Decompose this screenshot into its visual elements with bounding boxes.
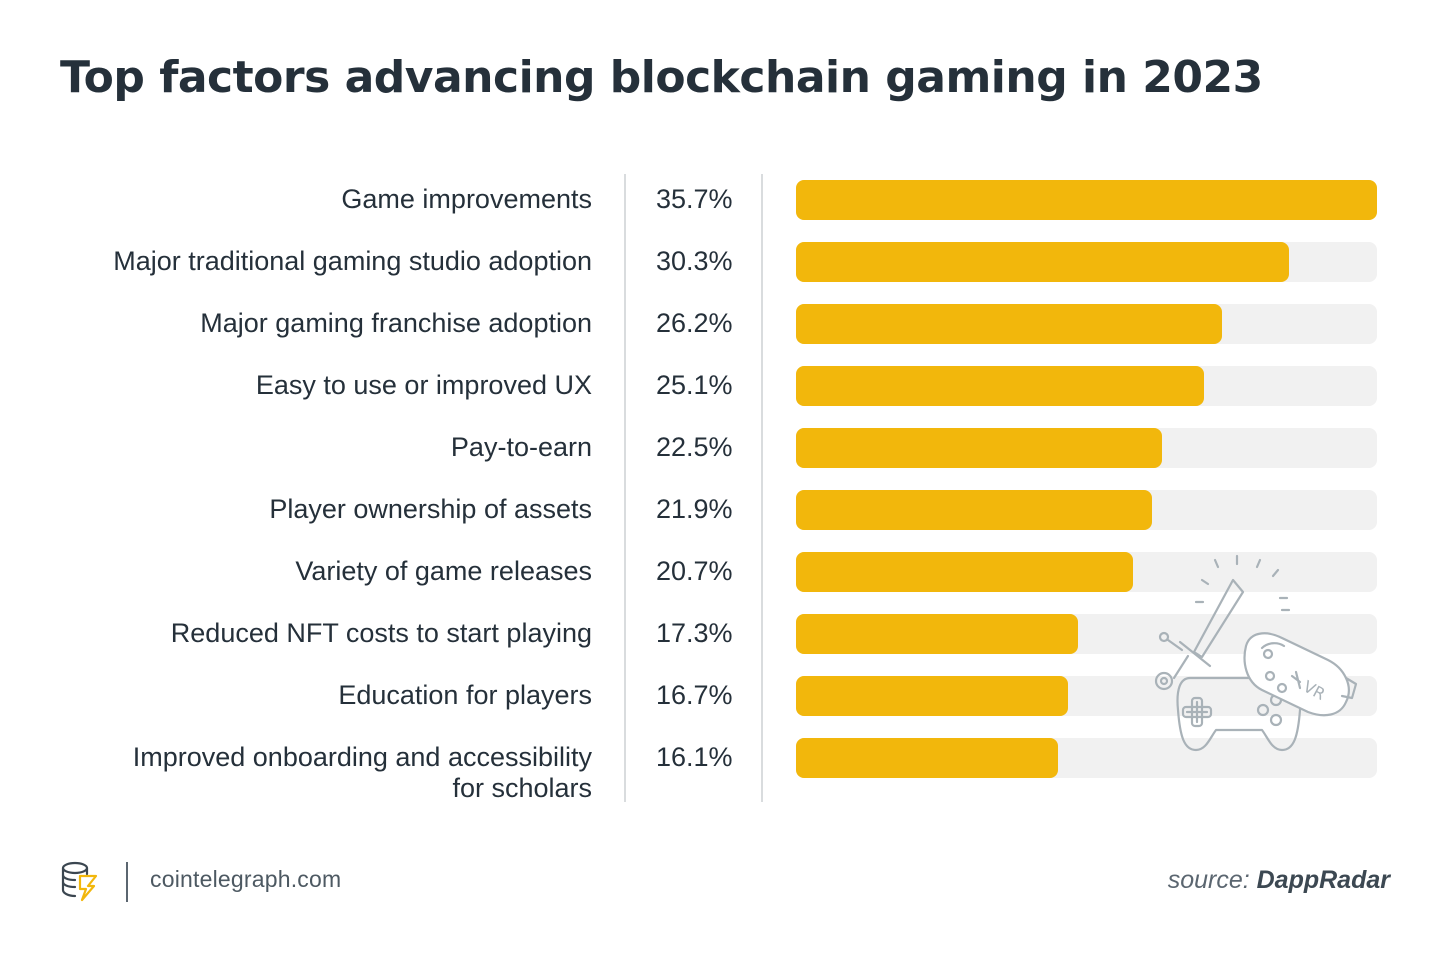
bar-label: Education for players <box>32 680 592 711</box>
bar-label-line: Easy to use or improved UX <box>255 370 592 400</box>
cointelegraph-logo-icon <box>58 860 102 907</box>
bar <box>796 180 1377 220</box>
bar-value-label: 22.5% <box>656 432 733 462</box>
bar <box>796 366 1205 406</box>
bar-label-line: Pay-to-earn <box>450 432 592 462</box>
bar-value-label: 20.7% <box>656 556 733 586</box>
bar <box>796 552 1133 592</box>
bar-label-line: Major traditional gaming studio adoption <box>113 246 592 276</box>
bar <box>796 676 1068 716</box>
bar-value-label: 16.7% <box>656 680 733 710</box>
bar <box>796 304 1223 344</box>
bar-track <box>796 738 1377 778</box>
bar <box>796 242 1290 282</box>
bar-value-label: 25.1% <box>656 370 733 400</box>
bar-value-label: 26.2% <box>656 308 733 338</box>
bar-track <box>796 366 1377 406</box>
bar-label-line: Player ownership of assets <box>269 494 592 524</box>
bar-track <box>796 242 1377 282</box>
bar-label: Player ownership of assets <box>32 494 592 525</box>
bar-label-line: Education for players <box>338 680 592 710</box>
bar-label: Reduced NFT costs to start playing <box>32 618 592 649</box>
site-link[interactable]: cointelegraph.com <box>150 866 342 892</box>
bar-value-label: 16.1% <box>656 742 733 772</box>
bar <box>796 614 1078 654</box>
chart-title: Top factors advancing blockchain gaming … <box>60 52 1263 103</box>
bar-value-label: 17.3% <box>656 618 733 648</box>
bar <box>796 490 1153 530</box>
bar-track <box>796 490 1377 530</box>
vr-controller-sword-icon: VR <box>1150 550 1365 770</box>
bar <box>796 738 1059 778</box>
bar-value-label: 35.7% <box>656 184 733 214</box>
bar-label-line: Variety of game releases <box>295 556 592 586</box>
bar-label-line: Reduced NFT costs to start playing <box>170 618 592 648</box>
bar-label: Improved onboarding and accessibility for… <box>32 742 592 804</box>
bar-label-line: for scholars <box>452 773 592 803</box>
source-prefix: source: <box>1167 866 1250 894</box>
bar-label: Pay-to-earn <box>32 432 592 463</box>
source-name: DappRadar <box>1256 866 1390 894</box>
bar-label: Major gaming franchise adoption <box>32 308 592 339</box>
bar-label: Variety of game releases <box>32 556 592 587</box>
bar-label: Game improvements <box>32 184 592 215</box>
bar-label-line: Game improvements <box>341 184 592 214</box>
footer-separator <box>126 862 128 902</box>
bar <box>796 428 1163 468</box>
bar-track <box>796 180 1377 220</box>
bar-label-line: Improved onboarding and accessibility <box>132 742 592 772</box>
bar-label-line: Major gaming franchise adoption <box>200 308 592 338</box>
bar-track <box>796 428 1377 468</box>
value-divider <box>761 174 763 802</box>
bar-label: Major traditional gaming studio adoption <box>32 246 592 277</box>
bar-track <box>796 552 1377 592</box>
source-credit: source: DappRadar <box>1168 866 1390 895</box>
bar-track <box>796 304 1377 344</box>
label-divider <box>624 174 626 802</box>
bar-label: Easy to use or improved UX <box>32 370 592 401</box>
bar-value-label: 30.3% <box>656 246 733 276</box>
bar-value-label: 21.9% <box>656 494 733 524</box>
